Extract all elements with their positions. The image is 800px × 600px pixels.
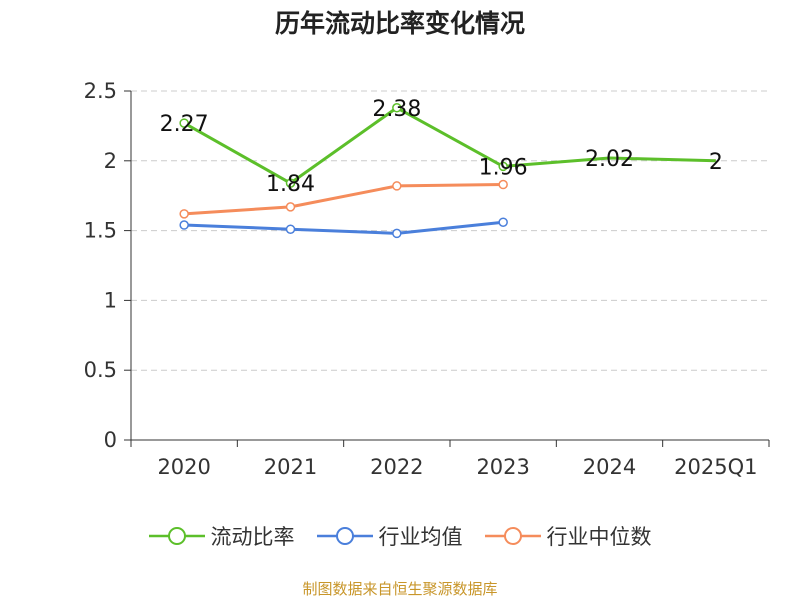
series-line-1 bbox=[184, 220, 504, 235]
legend-label: 流动比率 bbox=[210, 525, 295, 549]
data-point bbox=[285, 178, 296, 188]
data-point bbox=[392, 103, 402, 113]
data-label: 1.96 bbox=[479, 155, 528, 180]
legend-label: 行业中位数 bbox=[546, 525, 652, 549]
data-point bbox=[392, 181, 402, 191]
legend-line-icon bbox=[148, 527, 205, 545]
x-tick-label: 2023 bbox=[476, 455, 529, 479]
data-point bbox=[498, 217, 508, 227]
series-line-2 bbox=[184, 183, 504, 216]
legend-item[interactable]: 流动比率 bbox=[148, 521, 295, 551]
x-tick-label: 2020 bbox=[157, 455, 210, 479]
source-note: 制图数据来自恒生聚源数据库 bbox=[302, 580, 498, 598]
chart-title: 历年流动比率变化情况 bbox=[274, 9, 525, 38]
data-label: 2.02 bbox=[585, 147, 634, 172]
legend-item[interactable]: 行业均值 bbox=[316, 521, 463, 551]
legend-line-icon bbox=[316, 527, 373, 545]
data-point bbox=[179, 209, 189, 219]
y-tick-label: 0 bbox=[104, 428, 117, 452]
data-label: 2.38 bbox=[372, 97, 421, 122]
legend-label: 行业均值 bbox=[378, 525, 463, 549]
data-point bbox=[498, 179, 508, 190]
data-point bbox=[392, 228, 402, 239]
y-tick-label: 1 bbox=[104, 288, 117, 312]
data-label: 2.27 bbox=[160, 112, 209, 137]
x-tick-label: 2022 bbox=[370, 455, 423, 479]
data-point bbox=[285, 202, 296, 212]
y-tick-label: 2 bbox=[104, 149, 117, 173]
x-tick-label: 2025Q1 bbox=[674, 455, 757, 479]
data-point bbox=[285, 224, 296, 234]
data-label: 1.84 bbox=[266, 172, 315, 197]
x-tick-label: 2024 bbox=[583, 455, 636, 479]
legend: 流动比率 行业均值 行业中位数 bbox=[0, 521, 800, 551]
legend-item[interactable]: 行业中位数 bbox=[484, 521, 652, 551]
data-point bbox=[498, 161, 508, 172]
data-point bbox=[179, 118, 189, 128]
y-tick-label: 2.5 bbox=[84, 79, 117, 103]
data-point bbox=[179, 220, 189, 230]
series-line-0 bbox=[183, 106, 716, 185]
y-tick-label: 1.5 bbox=[84, 219, 117, 243]
x-tick-label: 2021 bbox=[264, 455, 317, 479]
data-label: 2 bbox=[709, 150, 723, 175]
y-tick-label: 0.5 bbox=[84, 358, 117, 382]
legend-line-icon bbox=[484, 527, 541, 545]
